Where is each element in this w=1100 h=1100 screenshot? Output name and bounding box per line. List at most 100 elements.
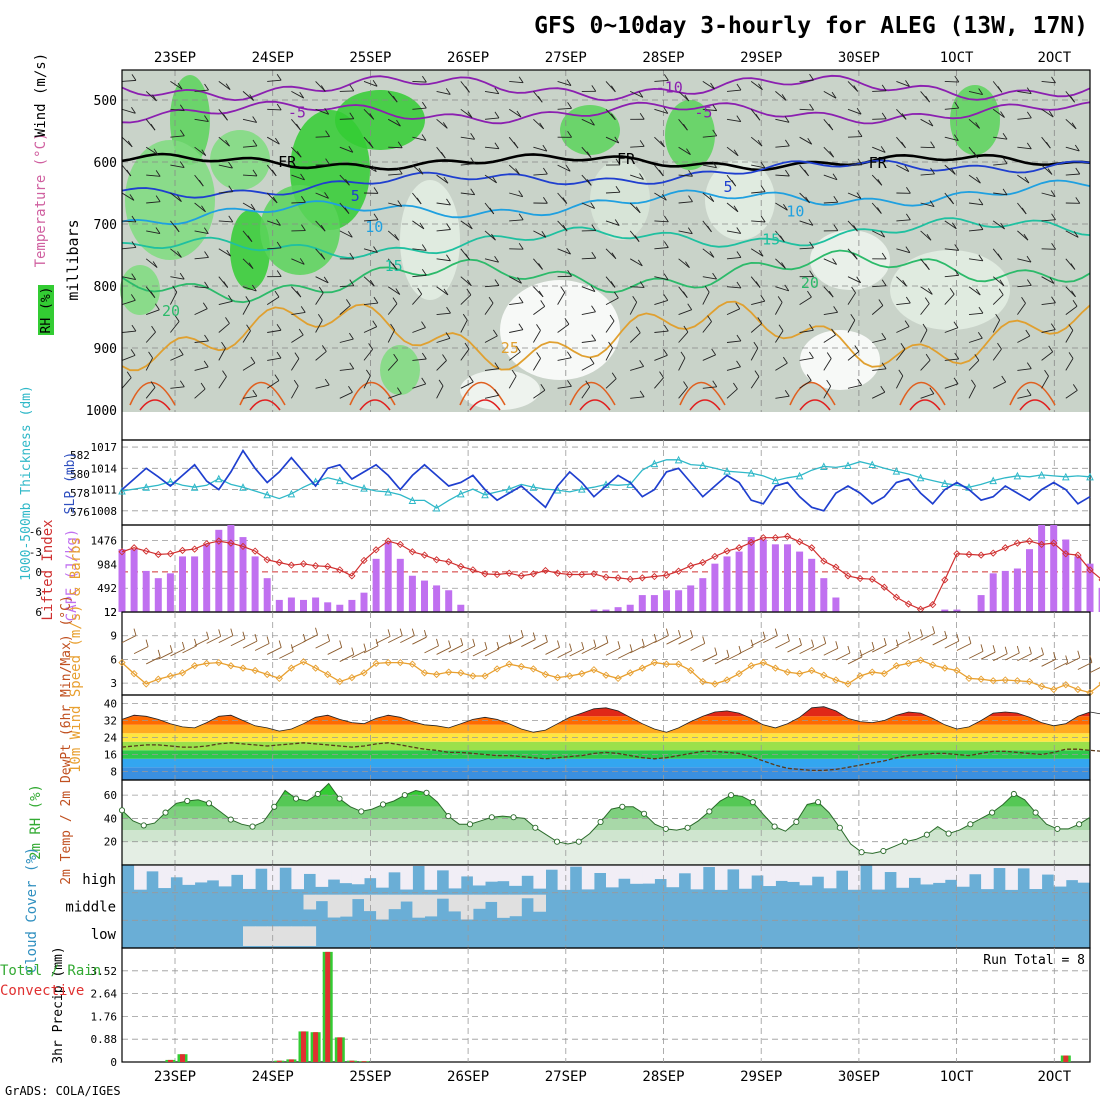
wind-barb bbox=[750, 638, 766, 647]
wind-barb bbox=[131, 273, 137, 280]
wind-barb bbox=[249, 94, 255, 101]
cape-bar bbox=[626, 604, 634, 612]
wind-barb bbox=[339, 118, 354, 120]
x-tick-label: 24SEP bbox=[252, 50, 294, 66]
data-point bbox=[324, 670, 332, 679]
wind-barb bbox=[658, 169, 664, 177]
cape-bar bbox=[154, 578, 162, 612]
wind-barb bbox=[1044, 369, 1049, 377]
cape-bar bbox=[421, 580, 428, 612]
data-point bbox=[118, 807, 126, 814]
cloud-gap bbox=[1017, 865, 1030, 869]
data-point bbox=[384, 487, 393, 496]
data-point bbox=[1076, 821, 1083, 828]
cloud-gap bbox=[291, 865, 304, 890]
wind-barb bbox=[1089, 655, 1093, 663]
wind-barb bbox=[1072, 299, 1078, 307]
wind-barb bbox=[611, 113, 616, 120]
precip-bar bbox=[167, 1059, 173, 1062]
isotherm-line bbox=[909, 399, 941, 411]
cloud-gap bbox=[751, 865, 764, 876]
wind-barb bbox=[871, 230, 885, 238]
wind-barb bbox=[799, 220, 814, 226]
cape-bar bbox=[324, 602, 332, 612]
wind-barb bbox=[412, 636, 427, 645]
cloud-gap bbox=[581, 865, 595, 890]
data-point bbox=[626, 669, 634, 677]
data-point bbox=[432, 503, 441, 512]
wind-barb bbox=[975, 288, 981, 296]
data-point bbox=[989, 549, 997, 557]
y-tick-label: 1476 bbox=[91, 535, 118, 548]
wind-barb bbox=[823, 174, 838, 181]
wind-barb bbox=[372, 320, 378, 327]
wind-barb bbox=[787, 644, 802, 653]
wind-barb bbox=[659, 371, 664, 378]
data-point bbox=[118, 548, 126, 556]
wind-barb bbox=[605, 347, 613, 361]
wind-barb bbox=[902, 279, 908, 287]
wind-barb bbox=[775, 118, 790, 123]
y-tick-label: 3 bbox=[110, 677, 117, 690]
cloud-gap bbox=[521, 894, 534, 899]
y-axis-label: Cloud Cover (%) bbox=[24, 847, 40, 973]
wind-barb bbox=[992, 294, 1004, 305]
wind-barb bbox=[736, 334, 742, 342]
wind-barb bbox=[146, 230, 161, 234]
wind-barb bbox=[423, 630, 427, 638]
cape-bar bbox=[408, 575, 416, 612]
wind-barb bbox=[1041, 219, 1056, 222]
wind-barb bbox=[726, 230, 741, 234]
cloud-gap bbox=[267, 865, 280, 890]
wind-barb bbox=[630, 174, 644, 180]
wind-barb bbox=[130, 349, 136, 356]
wind-barb bbox=[609, 314, 615, 322]
wind-barb bbox=[857, 378, 863, 386]
wind-barb bbox=[901, 113, 907, 120]
wind-barb bbox=[872, 285, 887, 288]
wind-barb bbox=[468, 375, 474, 383]
wind-barb bbox=[992, 276, 1005, 287]
wind-barb bbox=[294, 352, 300, 359]
y-tick-label: 1017 bbox=[91, 441, 118, 454]
data-point bbox=[358, 808, 365, 815]
wind-barb bbox=[663, 107, 669, 114]
data-point bbox=[140, 822, 147, 829]
wind-barb bbox=[591, 334, 597, 341]
wind-barb bbox=[267, 220, 281, 226]
wind-barb bbox=[851, 286, 856, 294]
data-point bbox=[735, 670, 743, 678]
wind-barb bbox=[321, 345, 327, 352]
cloud-gap bbox=[400, 894, 413, 902]
isotherm-line bbox=[689, 399, 721, 411]
wind-barb bbox=[131, 107, 136, 114]
isotherm-line bbox=[1009, 381, 1056, 406]
wind-barb bbox=[799, 637, 802, 646]
wind-barb bbox=[944, 220, 957, 230]
cloud-gap bbox=[823, 865, 837, 889]
data-point bbox=[687, 666, 695, 675]
wind-barb bbox=[566, 247, 571, 255]
wind-barb bbox=[581, 286, 596, 292]
wind-barb bbox=[1075, 167, 1081, 175]
cloud-gap bbox=[654, 865, 667, 880]
wind-barb bbox=[484, 90, 499, 95]
wind-barb bbox=[179, 161, 185, 168]
wind-barb bbox=[145, 357, 153, 371]
wind-barb bbox=[472, 648, 488, 657]
wind-barb bbox=[807, 290, 812, 298]
wind-barb bbox=[799, 329, 814, 333]
cape-bar bbox=[638, 595, 646, 612]
wind-barb bbox=[1053, 652, 1057, 660]
wind-barb bbox=[339, 146, 353, 153]
wind-barb bbox=[707, 225, 712, 233]
rh-region bbox=[665, 100, 715, 170]
wind-barb bbox=[1041, 80, 1056, 84]
wind-barb bbox=[1065, 173, 1080, 176]
wind-barb bbox=[533, 641, 548, 650]
data-point bbox=[808, 544, 816, 552]
wind-barb bbox=[194, 257, 209, 260]
wind-barb bbox=[315, 276, 329, 284]
cape-bar bbox=[275, 599, 283, 612]
data-point bbox=[408, 548, 417, 556]
